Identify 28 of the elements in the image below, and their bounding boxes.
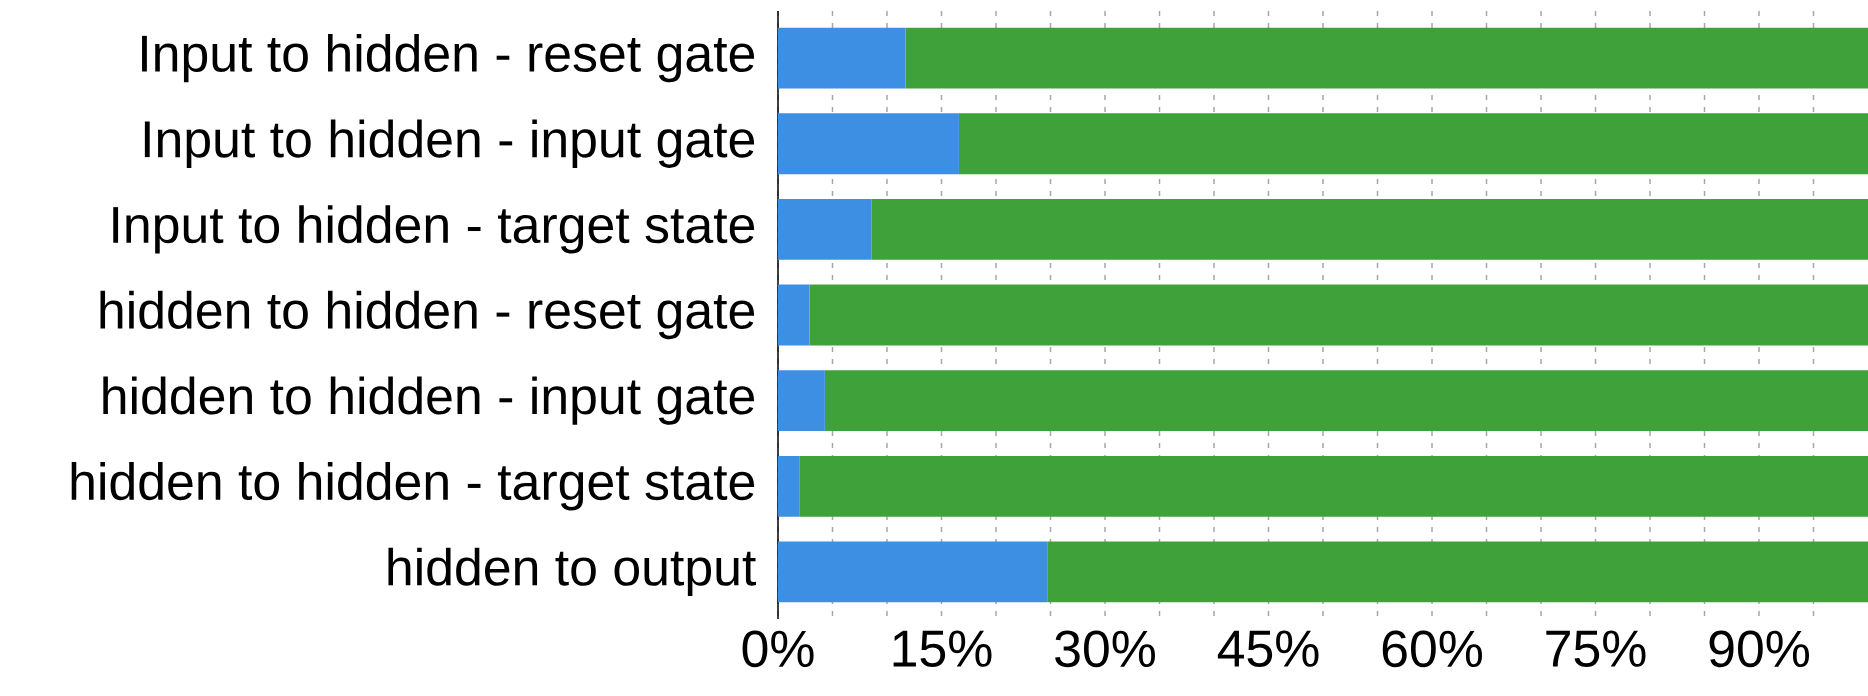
x-tick-label: 45% — [1217, 630, 1319, 667]
bar — [778, 370, 825, 432]
y-tick-label: hidden to hidden - target state — [71, 462, 755, 511]
bar — [824, 370, 1868, 432]
x-tick-label: 90% — [1709, 630, 1809, 668]
bar — [958, 113, 1868, 175]
x-tick-label: 0% — [742, 630, 814, 668]
bar — [778, 284, 810, 346]
y-tick-label: Input to hidden - reset gate — [142, 33, 755, 83]
y-tick-label: hidden to hidden - input gate — [103, 376, 755, 425]
bar — [778, 455, 800, 517]
bar — [809, 284, 1868, 346]
x-tick-label: 15% — [893, 630, 992, 667]
x-tick-label: 30% — [1055, 630, 1155, 668]
bar — [778, 27, 906, 89]
y-tick-label: Input to hidden - target state — [113, 205, 755, 254]
y-tick-label: hidden to output — [388, 547, 756, 597]
bar — [778, 541, 1048, 603]
bar — [1047, 541, 1868, 603]
bar — [871, 198, 1868, 260]
x-tick-label: 60% — [1382, 630, 1482, 668]
bar — [799, 455, 1868, 517]
bar — [778, 198, 872, 260]
y-tick-label: Input to hidden - input gate — [144, 119, 755, 168]
bar — [778, 113, 959, 175]
x-tick-label: 75% — [1546, 630, 1646, 667]
y-tick-label: hidden to hidden - reset gate — [100, 290, 755, 340]
bar — [905, 27, 1868, 89]
